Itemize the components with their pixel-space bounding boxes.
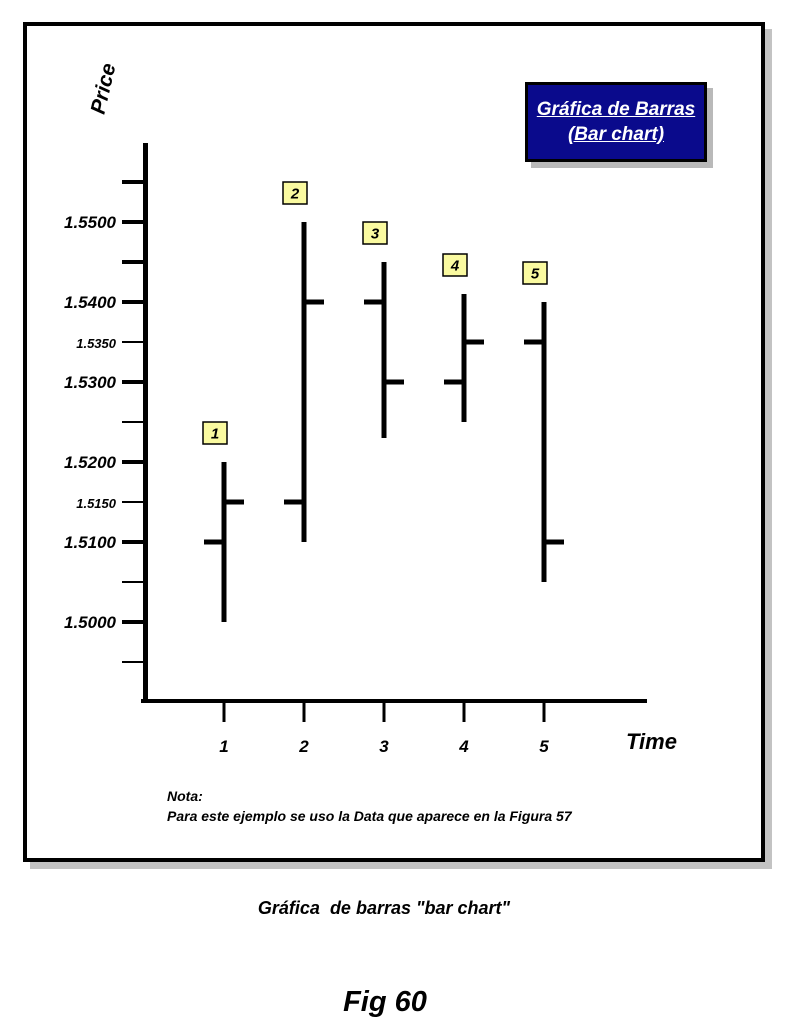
y-tick-label: 1.5500	[64, 213, 117, 232]
x-tick-label: 5	[539, 737, 549, 756]
bar-badge-box	[522, 261, 548, 285]
note-text: Para este ejemplo se uso la Data que apa…	[167, 808, 572, 824]
note-heading: Nota:	[167, 788, 203, 804]
chart-title-box: Gráfica de Barras (Bar chart)	[525, 82, 707, 162]
x-tick-label: 3	[379, 737, 389, 756]
chart-title-line1: Gráfica de Barras	[536, 98, 696, 120]
bar-badge-label: 3	[371, 226, 380, 243]
bar-badge-label: 1	[211, 426, 219, 443]
figure-number: Fig 60	[343, 986, 427, 1018]
bar-badge-label: 4	[450, 258, 460, 275]
y-tick-label: 1.5000	[64, 613, 117, 632]
note-block: Nota: Para este ejemplo se uso la Data q…	[167, 786, 572, 826]
chart-title-line2: (Bar chart)	[567, 123, 665, 145]
x-tick-label: 2	[298, 737, 309, 756]
y-tick-label: 1.5200	[64, 453, 117, 472]
bar-badge-label: 2	[290, 186, 300, 203]
x-axis-title: Time	[626, 729, 677, 754]
bar-badge-label: 5	[531, 266, 540, 283]
y-tick-label: 1.5300	[64, 373, 117, 392]
figure-caption: Gráfica de barras "bar chart"	[257, 898, 511, 918]
bar-badge-box	[442, 253, 468, 277]
y-tick-label: 1.5150	[76, 496, 117, 511]
bar-badge-box	[362, 221, 388, 245]
y-tick-label: 1.5400	[64, 293, 117, 312]
bar-badge-box	[202, 421, 228, 445]
y-tick-label: 1.5100	[64, 533, 117, 552]
bar-badge-box	[282, 181, 308, 205]
x-tick-label: 1	[219, 737, 228, 756]
x-tick-label: 4	[458, 737, 469, 756]
y-tick-label: 1.5350	[76, 336, 117, 351]
